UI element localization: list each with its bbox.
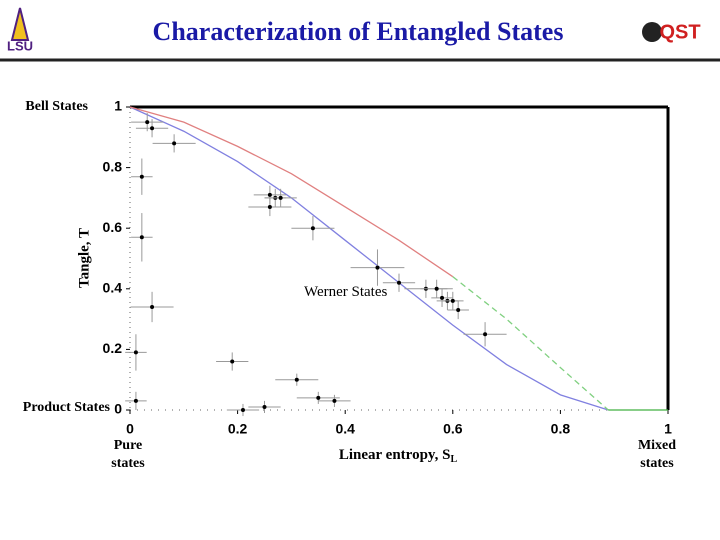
x-tick-label: 0.4: [335, 421, 355, 437]
data-point: [483, 332, 488, 337]
y-tick-label: 0.6: [103, 219, 123, 235]
series-label: Werner States: [304, 284, 388, 300]
data-point: [332, 398, 337, 403]
x-tick-label: 0.2: [228, 421, 248, 437]
x-tick-label: 0.6: [443, 421, 463, 437]
curve: [129, 106, 454, 278]
logo-figure: [642, 22, 662, 42]
data-point: [397, 280, 401, 285]
data-point: [139, 174, 144, 179]
data-point: [434, 286, 439, 291]
data-point: [150, 304, 155, 309]
x-tick-label: 0: [126, 421, 134, 437]
data-point: [267, 192, 272, 197]
data-point: [133, 350, 138, 355]
y-tick-label: 0: [114, 401, 122, 417]
data-point: [230, 359, 235, 364]
chart-title: Characterization of Entangled States: [153, 17, 564, 46]
x-axis-label: Linear entropy, SL: [339, 447, 458, 465]
data-point: [294, 377, 299, 382]
y-axis-label: Tangle, T: [76, 228, 92, 288]
logo-text: QST: [659, 21, 700, 43]
y-tick-label: 0.4: [103, 280, 123, 296]
y-tick-label: 0.2: [103, 340, 123, 356]
annotation: Bell States: [25, 99, 88, 114]
data-point: [310, 226, 315, 231]
data-point: [456, 308, 461, 313]
annotation: Product States: [23, 400, 111, 415]
data-point: [375, 265, 380, 270]
data-point: [150, 126, 155, 131]
annotation: states: [111, 456, 145, 471]
data-point: [278, 195, 283, 200]
annotation: Mixed: [638, 438, 676, 453]
data-point: [240, 408, 245, 412]
data-point: [450, 298, 455, 303]
data-point: [172, 141, 177, 146]
qst-logo: QST: [642, 21, 701, 43]
y-tick-label: 0.8: [103, 158, 123, 174]
data-point: [139, 235, 144, 240]
data-point: [133, 398, 138, 403]
curve: [452, 276, 609, 411]
annotation: states: [640, 456, 674, 471]
data-point: [145, 120, 150, 125]
lsu-logo: LSU: [7, 7, 33, 53]
annotation: Pure: [114, 438, 143, 453]
x-tick-label: 1: [664, 421, 672, 437]
logo-tower: [10, 7, 30, 41]
data-point: [267, 204, 272, 209]
data-point: [262, 404, 267, 409]
x-tick-label: 0.8: [551, 421, 571, 437]
data-point: [440, 295, 445, 300]
y-tick-label: 1: [114, 98, 122, 114]
curve: [129, 106, 609, 411]
logo-text: LSU: [7, 38, 33, 53]
x-axis-label-main: Linear entropy, S: [339, 447, 451, 463]
x-axis-label-subscript: L: [450, 454, 457, 465]
data-point: [316, 395, 321, 400]
